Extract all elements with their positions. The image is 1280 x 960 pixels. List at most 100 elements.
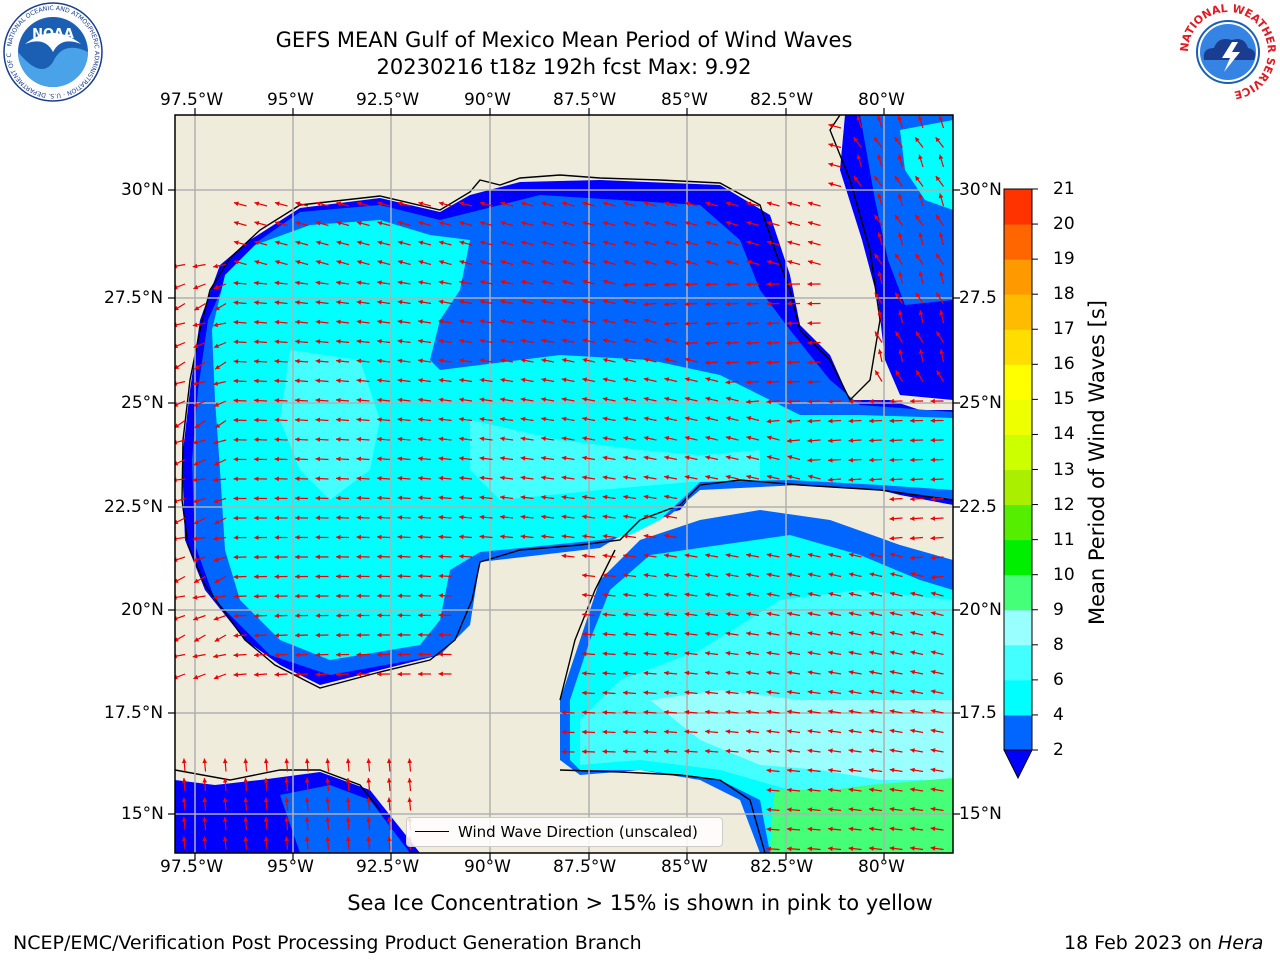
wind-arrow-head bbox=[438, 671, 443, 677]
wind-arrow-head bbox=[213, 674, 219, 680]
footer-date: 18 Feb 2023 on Hera bbox=[1064, 932, 1263, 954]
wind-arrow-head bbox=[582, 729, 587, 735]
wind-arrow-head bbox=[336, 554, 341, 560]
wind-arrow-head bbox=[807, 689, 813, 695]
wind-arrow-head bbox=[684, 221, 690, 226]
wind-arrow-head bbox=[938, 193, 944, 199]
wind-arrow-head bbox=[746, 399, 751, 405]
map-title: GEFS MEAN Gulf of Mexico Mean Period of … bbox=[275, 28, 853, 52]
wind-arrow-head bbox=[233, 535, 238, 540]
wind-arrow-head bbox=[233, 437, 238, 443]
wind-arrow-head bbox=[705, 690, 710, 695]
wind-arrow-head bbox=[766, 301, 771, 307]
wind-arrow-head bbox=[939, 232, 944, 238]
wind-arrow-head bbox=[664, 729, 669, 735]
wind-arrow-head bbox=[705, 670, 710, 676]
wind-arrow-head bbox=[938, 115, 944, 121]
wind-arrow-head bbox=[848, 670, 854, 675]
wind-arrow-head bbox=[889, 846, 895, 851]
wind-arrow-head bbox=[377, 554, 382, 560]
wind-arrow-head bbox=[356, 534, 361, 540]
wind-arrow-head bbox=[366, 836, 372, 842]
lon-tick-bottom: 85°W bbox=[661, 857, 708, 877]
wind-arrow-head bbox=[643, 749, 649, 754]
wind-arrow-head bbox=[397, 632, 402, 638]
wind-arrow-head bbox=[377, 378, 382, 383]
wind-arrow-head bbox=[664, 377, 670, 382]
wind-arrow-head bbox=[787, 826, 792, 832]
wind-arrow-head bbox=[936, 331, 941, 337]
footer-machine: Hera bbox=[1218, 932, 1264, 954]
wind-arrow-head bbox=[848, 826, 854, 832]
wind-arrow-head bbox=[746, 416, 752, 421]
wind-arrow-head bbox=[889, 496, 895, 502]
wind-arrow-head bbox=[233, 359, 239, 364]
wind-arrow-head bbox=[623, 670, 628, 676]
wind-arrow-head bbox=[254, 378, 259, 384]
wind-arrow-head bbox=[930, 398, 935, 404]
colorbar-segment bbox=[1004, 644, 1032, 681]
wind-arrow-head bbox=[828, 591, 834, 597]
wind-arrow-head bbox=[582, 514, 587, 520]
colorbar bbox=[1003, 188, 1038, 780]
wind-arrow-head bbox=[889, 669, 895, 675]
wind-arrow-shaft bbox=[175, 614, 186, 620]
wind-arrow-head bbox=[828, 438, 833, 443]
wind-arrow-head bbox=[725, 379, 731, 385]
wind-arrow-head bbox=[295, 652, 300, 658]
wind-arrow-head bbox=[193, 284, 199, 290]
wind-arrow-head bbox=[500, 534, 505, 540]
wind-arrow-shaft bbox=[175, 497, 186, 503]
wind-arrow-head bbox=[202, 797, 208, 803]
wind-arrow-head bbox=[295, 378, 300, 384]
wind-arrow-head bbox=[889, 418, 894, 424]
wind-arrow-head bbox=[274, 672, 280, 677]
caption: Sea Ice Concentration > 15% is shown in … bbox=[347, 891, 933, 915]
wind-arrow-head bbox=[345, 758, 351, 764]
wind-arrow-head bbox=[377, 299, 382, 305]
wind-arrow-head bbox=[643, 592, 649, 598]
wind-arrow-head bbox=[377, 339, 382, 344]
wind-arrow-head bbox=[274, 358, 280, 364]
wind-arrow-head bbox=[397, 671, 402, 677]
wind-arrow-head bbox=[233, 417, 238, 423]
wind-arrow-head bbox=[222, 836, 228, 842]
wind-arrow-head bbox=[643, 709, 649, 715]
wind-arrow-head bbox=[295, 515, 300, 521]
wind-arrow-head bbox=[828, 611, 833, 617]
wind-arrow-head bbox=[877, 349, 883, 355]
wind-arrow-head bbox=[214, 306, 220, 311]
wind-arrow-head bbox=[459, 319, 464, 324]
wind-arrow-head bbox=[853, 176, 859, 181]
wind-arrow-head bbox=[254, 613, 259, 619]
wind-arrow-head bbox=[336, 240, 342, 246]
wind-arrow-head bbox=[336, 652, 341, 658]
wind-arrow-head bbox=[746, 260, 752, 265]
wind-arrow-head bbox=[254, 476, 259, 482]
wind-arrow-head bbox=[623, 592, 628, 598]
wind-arrow-head bbox=[479, 377, 485, 383]
wind-arrow-head bbox=[561, 475, 567, 481]
wind-arrow-head bbox=[295, 632, 300, 638]
wind-arrow-head bbox=[910, 535, 915, 541]
wind-arrow-head bbox=[787, 846, 792, 852]
wind-arrow-head bbox=[194, 306, 200, 311]
wind-arrow-head bbox=[254, 201, 260, 207]
wind-arrow-head bbox=[766, 846, 772, 852]
wind-arrow-head bbox=[910, 748, 915, 753]
wind-arrow-head bbox=[684, 301, 690, 307]
wind-arrow-head bbox=[295, 201, 301, 207]
wind-arrow-head bbox=[874, 137, 879, 143]
wind-arrow-head bbox=[397, 475, 403, 481]
wind-arrow-head bbox=[766, 807, 772, 813]
caribbean-green bbox=[770, 778, 953, 853]
wind-arrow-head bbox=[438, 612, 443, 618]
wind-arrow-head bbox=[336, 260, 342, 265]
wind-arrow-head bbox=[623, 260, 629, 265]
wind-arrow-head bbox=[541, 221, 547, 226]
wind-arrow-head bbox=[848, 399, 853, 404]
wind-arrow-head bbox=[725, 301, 730, 307]
wind-arrow-head bbox=[910, 728, 915, 734]
wind-arrow-head bbox=[459, 201, 465, 207]
wind-arrow-head bbox=[766, 240, 772, 246]
